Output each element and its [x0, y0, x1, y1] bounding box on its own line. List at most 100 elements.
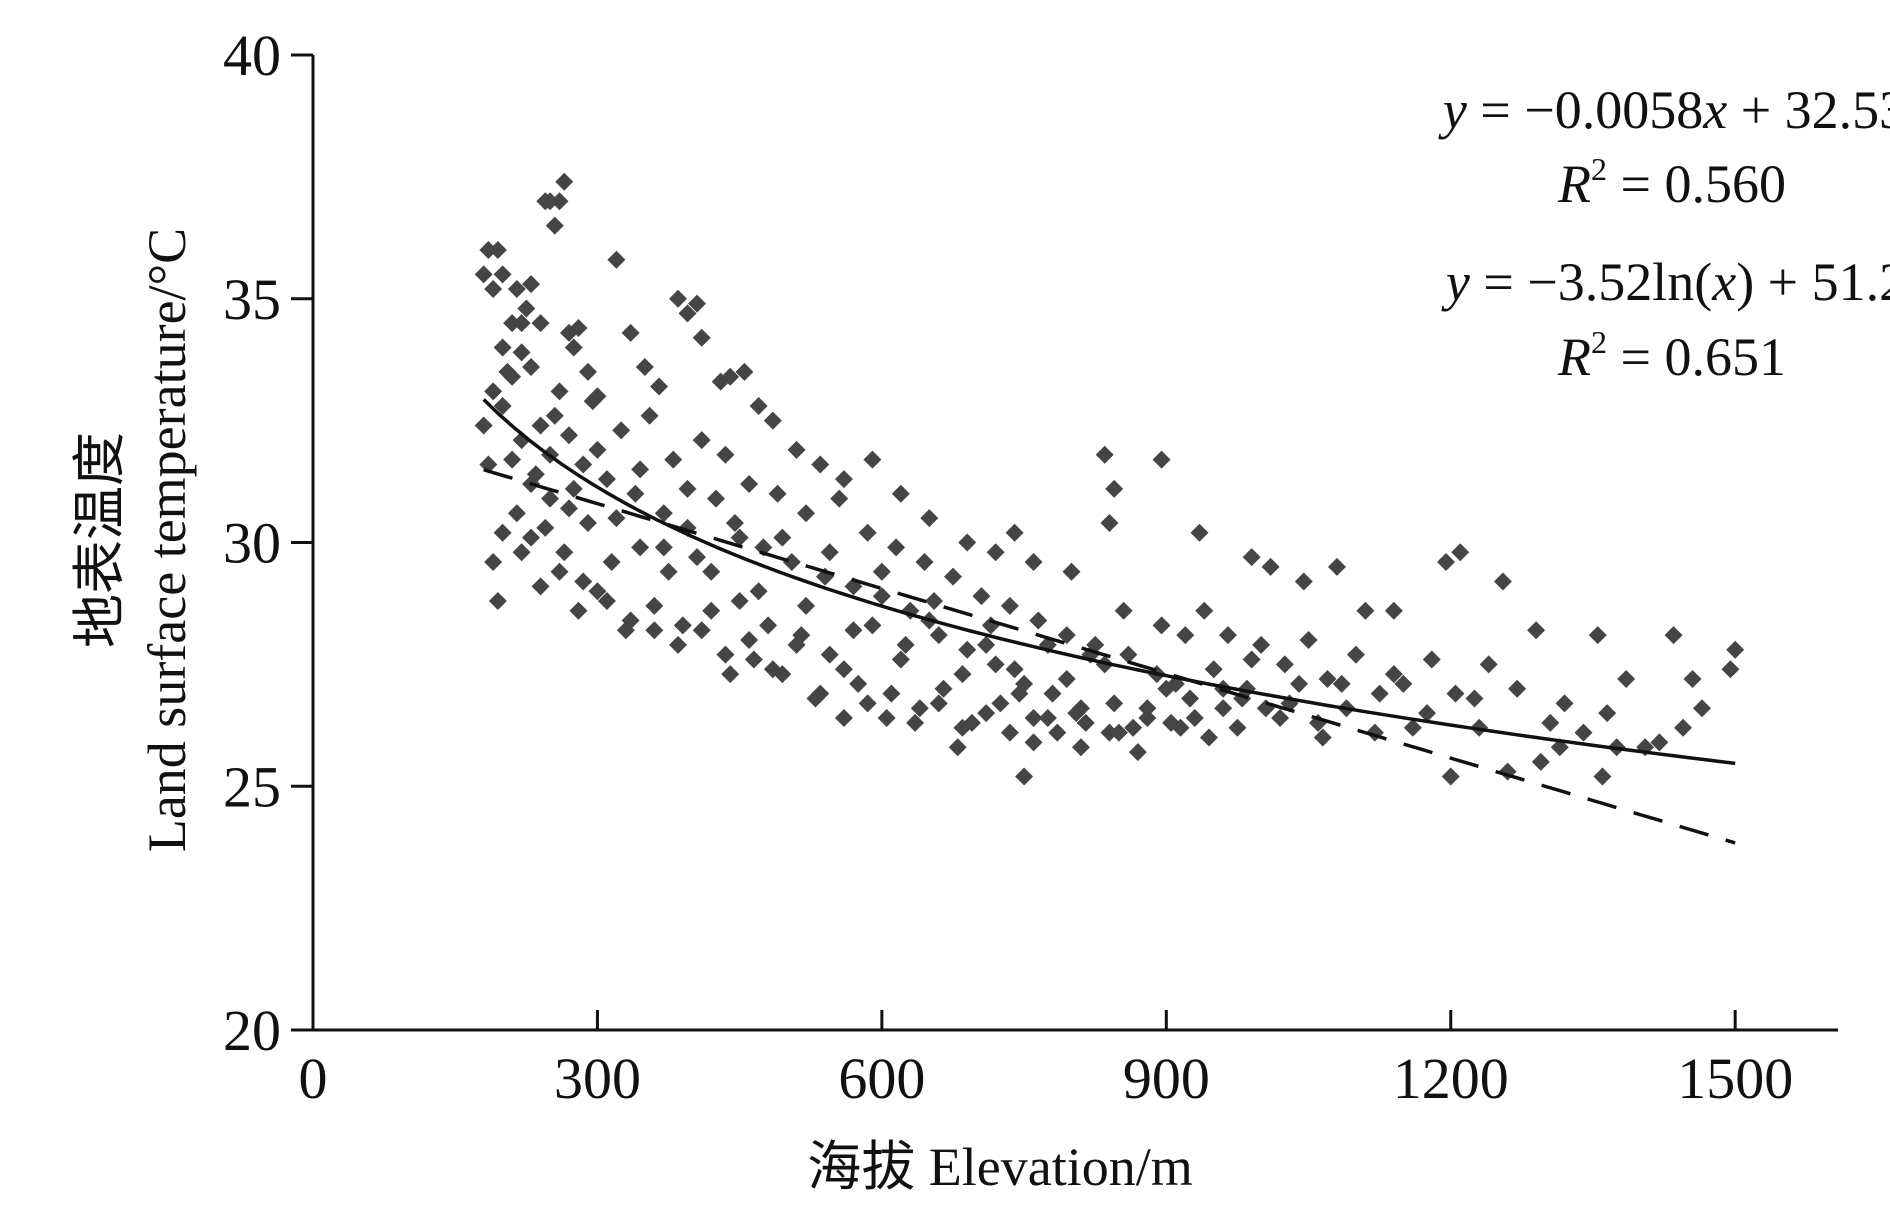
scatter-points	[474, 172, 1745, 786]
data-point	[981, 616, 1000, 635]
data-point	[522, 528, 541, 547]
data-point	[1204, 660, 1223, 679]
data-point	[834, 470, 853, 489]
data-point	[849, 674, 868, 693]
data-point	[1446, 684, 1465, 703]
data-point	[1185, 709, 1204, 727]
data-point	[749, 582, 768, 601]
data-point	[1043, 684, 1062, 703]
data-point	[1726, 640, 1745, 659]
data-point	[1261, 557, 1280, 576]
data-point	[507, 280, 526, 298]
data-point	[1076, 713, 1095, 732]
data-point	[1157, 679, 1176, 698]
data-point	[1422, 650, 1441, 669]
y-tick-label: 40	[223, 23, 281, 88]
data-point	[863, 450, 882, 469]
data-point	[1048, 723, 1067, 742]
y-axis-ticks: 20 25 30 35 40	[223, 23, 313, 1063]
data-point	[858, 694, 877, 713]
data-point	[522, 358, 541, 376]
data-point	[1067, 704, 1086, 723]
data-point	[834, 709, 853, 727]
r2-log: R2 = 0.651	[1557, 324, 1786, 387]
data-point	[1508, 679, 1527, 698]
data-point	[1479, 655, 1498, 674]
data-point	[493, 338, 512, 357]
x-tick-label: 1200	[1393, 1046, 1509, 1111]
data-point	[910, 699, 929, 718]
data-point	[721, 367, 740, 386]
data-point	[1195, 601, 1214, 620]
data-point	[702, 601, 721, 620]
data-point	[953, 665, 972, 684]
data-point	[621, 611, 640, 630]
data-point	[588, 582, 607, 601]
data-point	[578, 362, 597, 381]
data-point	[744, 650, 763, 669]
data-point	[948, 738, 967, 757]
data-point	[479, 241, 498, 259]
data-point	[1152, 616, 1171, 635]
data-point	[740, 475, 759, 493]
data-point	[1674, 718, 1693, 737]
data-point	[1024, 709, 1043, 727]
data-point	[631, 538, 650, 557]
data-point	[920, 509, 939, 528]
data-point	[915, 553, 934, 571]
data-point	[1271, 709, 1290, 727]
data-point	[1327, 557, 1346, 576]
data-point	[541, 489, 560, 508]
data-point	[1527, 621, 1546, 640]
data-point	[759, 616, 778, 635]
data-point	[559, 499, 578, 518]
data-point	[654, 538, 673, 557]
data-point	[716, 445, 735, 464]
data-point	[645, 596, 664, 615]
data-point	[1128, 743, 1147, 762]
data-point	[735, 362, 754, 381]
data-point	[1531, 752, 1550, 771]
data-point	[1441, 767, 1460, 786]
data-point	[602, 553, 621, 571]
data-point	[555, 172, 574, 191]
data-point	[1290, 674, 1309, 693]
data-point	[1242, 650, 1261, 669]
data-point	[503, 367, 522, 386]
data-point	[583, 392, 602, 411]
data-point	[934, 679, 953, 698]
data-point	[692, 621, 711, 640]
data-point	[1493, 572, 1512, 591]
data-point	[887, 538, 906, 557]
data-point	[1617, 670, 1636, 688]
x-axis-ticks: 0 300 600 900 1200 1500	[299, 1010, 1793, 1111]
data-point	[512, 343, 531, 362]
data-point	[1105, 694, 1124, 713]
data-point	[488, 241, 507, 259]
data-point	[645, 621, 664, 640]
data-point	[678, 304, 697, 323]
data-point	[811, 684, 830, 703]
data-point	[1256, 699, 1275, 718]
data-point	[550, 382, 569, 401]
data-point	[1242, 548, 1261, 567]
data-point	[631, 460, 650, 479]
data-point	[763, 660, 782, 679]
data-point	[830, 489, 849, 508]
data-point	[550, 192, 569, 211]
data-point	[787, 440, 806, 459]
data-point	[1000, 596, 1019, 615]
data-point	[1100, 723, 1119, 742]
data-point	[702, 562, 721, 581]
data-point	[517, 299, 536, 318]
data-point	[1574, 723, 1593, 742]
data-point	[493, 523, 512, 542]
data-point	[872, 587, 891, 606]
data-point	[597, 470, 616, 489]
fit-lines	[482, 398, 1736, 845]
data-point	[1683, 670, 1702, 688]
data-point	[1024, 733, 1043, 752]
data-point	[1057, 670, 1076, 688]
data-point	[1062, 562, 1081, 581]
